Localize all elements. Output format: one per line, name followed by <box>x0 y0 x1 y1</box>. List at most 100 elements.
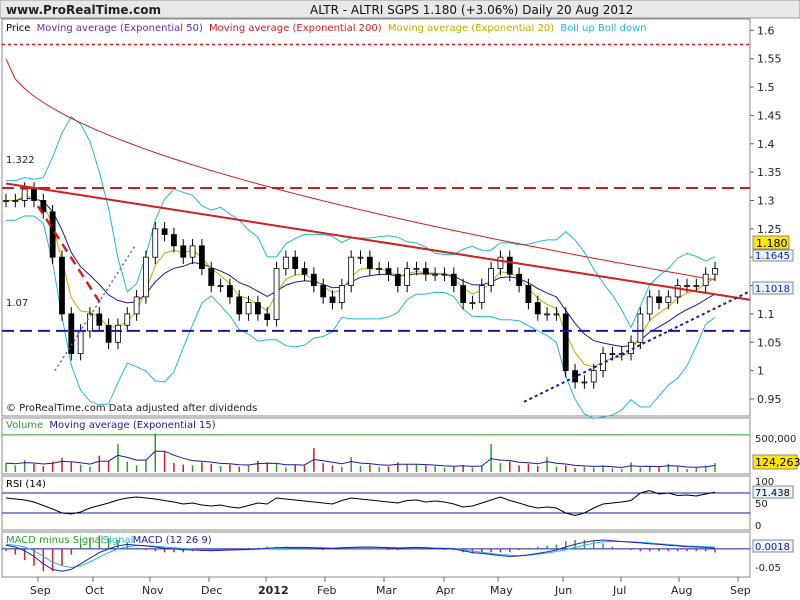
price-legend: Price Moving average (Exponential 50) Mo… <box>6 23 647 34</box>
volume-tick-500k: 500,000 <box>755 434 796 445</box>
price-y-tick-label: 1.55 <box>757 53 782 66</box>
x-axis: Sep Oct Nov Dec 2012 Feb Mar Apr May Jun Jul Aug Sep <box>30 577 751 597</box>
candle-body <box>637 313 644 343</box>
candle-body <box>404 268 411 286</box>
last-price-box <box>752 235 790 250</box>
price-plot <box>2 43 751 419</box>
candle-body <box>77 330 84 355</box>
price-y-tick-label: 1.5 <box>757 81 775 94</box>
candle-body <box>525 285 532 303</box>
legend-volume: Volume <box>6 420 43 431</box>
legend-bollinger: Boll up Boll down <box>560 23 646 34</box>
candle-body <box>161 228 168 235</box>
rsi-legend: RSI (14) <box>6 479 46 490</box>
level-label-low: 1.07 <box>6 298 28 309</box>
candle-body <box>544 313 550 316</box>
level-label-high: 1.322 <box>6 155 35 166</box>
candle-body <box>450 273 457 286</box>
candle-body <box>3 200 9 202</box>
macd-line <box>5 539 716 572</box>
last-ema-value: 1.1645 <box>755 251 790 262</box>
price-y-tick-label: 1.05 <box>757 336 782 349</box>
candle-body <box>189 245 196 258</box>
header-bar <box>0 0 800 19</box>
legend-macd-signal: Signal <box>103 535 134 546</box>
candle-body <box>562 313 569 372</box>
candle-body <box>394 273 401 286</box>
rsi-panel <box>1 475 751 531</box>
last-volume: 124,263 <box>755 456 800 469</box>
legend-ema200: Moving average (Exponential 200) <box>209 23 382 34</box>
last-ema-box <box>752 249 794 262</box>
candle-body <box>674 285 681 298</box>
legend-ema50: Moving average (Exponential 50) <box>37 23 203 34</box>
candle-body <box>282 256 289 269</box>
price-panel <box>1 18 751 417</box>
price-y-tick-label: 1.6 <box>757 24 775 37</box>
x-tick-label: Dec <box>201 584 222 597</box>
candle-body <box>338 285 345 303</box>
ema20-line <box>6 195 716 368</box>
candle-body <box>376 268 383 270</box>
candle-body <box>31 188 37 201</box>
candle-body <box>329 296 336 303</box>
candle-body <box>441 273 448 276</box>
volume-ema-line <box>5 450 716 469</box>
last-price: 1.180 <box>756 237 788 250</box>
candle-body <box>87 313 93 332</box>
candle-body <box>143 256 149 298</box>
candle-body <box>693 285 700 287</box>
ema200-line <box>5 58 716 281</box>
rsi-plot <box>2 489 750 517</box>
candle-body <box>684 285 690 287</box>
legend-volume-ema: Moving average (Exponential 15) <box>49 420 215 431</box>
chart-title: ALTR - ALTRI SGPS 1.180 (+3.06%) Daily 2… <box>310 3 633 17</box>
legend-price: Price <box>6 23 30 34</box>
early-downtrend-line <box>36 205 102 304</box>
last-macd: 0.0018 <box>755 542 790 553</box>
candle-body <box>488 268 495 286</box>
candle-body <box>357 256 364 259</box>
candle-body <box>199 245 205 269</box>
site-name[interactable]: www.ProRealTime.com <box>6 3 161 17</box>
candle-body <box>226 285 233 298</box>
price-y-tick-label: 1.25 <box>757 223 782 236</box>
candle-body <box>413 268 420 270</box>
candle-body <box>572 370 578 383</box>
candle-body <box>68 313 75 355</box>
candle-body <box>208 268 215 286</box>
candle-body <box>96 313 103 326</box>
candle-body <box>180 245 187 258</box>
x-tick-label: Feb <box>317 584 336 597</box>
candle-body <box>105 324 112 343</box>
x-tick-label: Aug <box>671 584 692 597</box>
legend-macd-hist: MACD minus Signal <box>6 535 103 546</box>
candle-body <box>553 313 560 316</box>
macd-panel <box>1 531 751 578</box>
x-tick-label: Nov <box>142 584 164 597</box>
last-macd-box <box>752 539 794 553</box>
price-y-tick-label: 1.1 <box>757 308 775 321</box>
macd-tick-neg: -0.05 <box>755 563 781 574</box>
bollinger-lower <box>6 215 716 419</box>
candle-body <box>152 228 159 258</box>
rsi-tick-0: 0 <box>755 521 761 532</box>
candle-body <box>273 268 280 320</box>
volume-plot <box>2 433 750 472</box>
candle-body <box>264 313 271 320</box>
candle-body <box>115 324 121 343</box>
price-y-tick-label: 1.3 <box>757 194 775 207</box>
last-volume-box <box>752 454 798 470</box>
candle-body <box>124 313 131 326</box>
rsi-tick-100: 100 <box>755 477 774 488</box>
candle-body <box>478 285 485 303</box>
candle-body <box>21 188 28 201</box>
candle-body <box>656 296 662 303</box>
candle-body <box>217 285 224 287</box>
x-tick-label: Jun <box>554 584 572 597</box>
candle-body <box>320 285 327 298</box>
candle-body <box>49 211 56 258</box>
candle-body <box>460 285 467 303</box>
candle-body <box>469 302 476 304</box>
